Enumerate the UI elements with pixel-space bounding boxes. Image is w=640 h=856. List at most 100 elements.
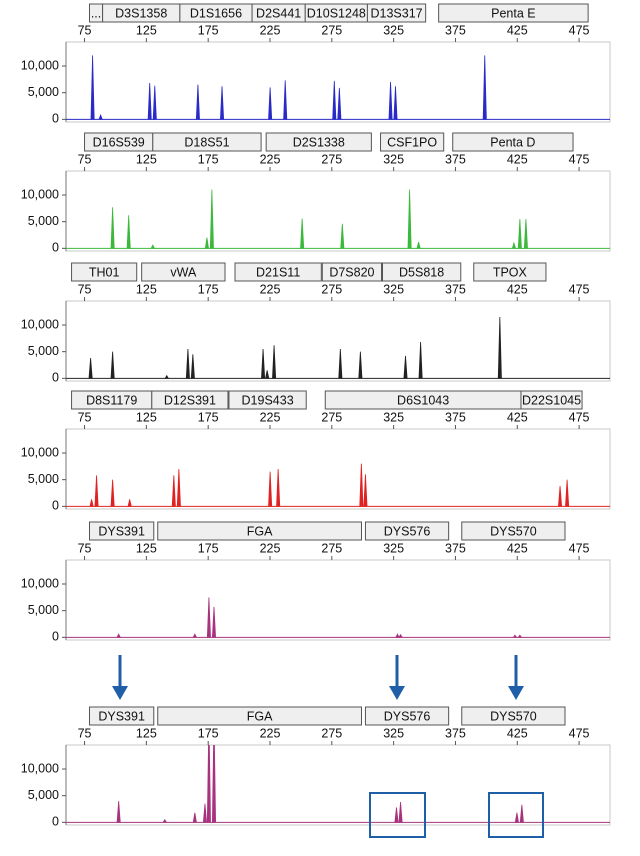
peak [88, 358, 93, 379]
marker-label: TPOX [493, 265, 528, 279]
marker-label: D3S1358 [115, 6, 167, 20]
marker-box [88, 706, 155, 726]
peak [519, 804, 524, 823]
peak [398, 633, 403, 638]
x-tick-label: 325 [383, 23, 404, 37]
panel: D8S1179 D12S391 D19S433 D6S1043 D22S1045 75 12… [21, 390, 611, 513]
arrow-head [508, 686, 524, 700]
x-tick-label: 75 [78, 410, 92, 424]
peak [190, 354, 195, 379]
x-tick-label: 375 [445, 23, 466, 37]
marker-label: DYS576 [384, 709, 431, 723]
marker-box [380, 132, 445, 152]
arrow-head [112, 686, 128, 700]
marker-label: D10S1248 [307, 6, 366, 20]
peak [204, 237, 210, 249]
y-tick-label: 10,000 [21, 317, 59, 331]
peak [206, 597, 211, 638]
arrow-head [389, 686, 405, 700]
peak [340, 223, 345, 249]
peak [517, 218, 522, 249]
peak [283, 80, 288, 120]
plot-area [66, 597, 610, 638]
x-tick-label: 225 [260, 282, 281, 296]
x-tick-label: 175 [198, 726, 219, 740]
x-tick-label: 75 [78, 726, 92, 740]
peak [147, 83, 152, 120]
x-tick-label: 75 [78, 282, 92, 296]
x-tick-label: 375 [445, 726, 466, 740]
marker-box [438, 3, 589, 23]
x-tick-label: 475 [569, 23, 590, 37]
peak [162, 818, 168, 823]
x-tick-label: 425 [507, 726, 528, 740]
x-tick-label: 325 [383, 282, 404, 296]
y-tick-label: 0 [52, 815, 59, 829]
peak [358, 351, 363, 379]
peak [523, 218, 528, 249]
peak [192, 633, 198, 638]
x-tick-label: 125 [136, 726, 157, 740]
marker-box [364, 706, 450, 726]
marker-label: D12S391 [164, 393, 216, 407]
x-tick-label: 275 [321, 152, 342, 166]
peak [152, 85, 157, 120]
marker-box [71, 262, 138, 282]
y-tick-label: 0 [52, 112, 59, 126]
marker-label: TH01 [89, 265, 120, 279]
peak [116, 800, 121, 823]
x-tick-label: 125 [136, 410, 157, 424]
peak [511, 241, 517, 249]
peak [403, 355, 408, 379]
marker-box [461, 521, 566, 541]
peak [220, 86, 225, 120]
plot-frame [65, 170, 611, 252]
x-tick-label: 175 [198, 152, 219, 166]
y-tick-label: 0 [52, 630, 59, 644]
peak [514, 812, 519, 823]
peak [482, 55, 487, 120]
marker-box [228, 390, 307, 410]
marker-box [141, 262, 226, 282]
peak [116, 633, 121, 638]
x-tick-label: 425 [507, 282, 528, 296]
x-tick-label: 275 [321, 726, 342, 740]
peak [395, 633, 400, 638]
peak [126, 215, 131, 249]
plot-frame [65, 428, 611, 510]
marker-box [152, 132, 262, 152]
x-tick-label: 375 [445, 282, 466, 296]
x-tick-label: 375 [445, 541, 466, 555]
peak [211, 606, 217, 638]
highlight-box [369, 792, 426, 838]
plot-area [66, 189, 610, 249]
x-tick-label: 175 [198, 410, 219, 424]
marker-label: vWA [170, 265, 197, 279]
peak [272, 345, 277, 379]
x-tick-label: 225 [260, 152, 281, 166]
plot-area [66, 745, 610, 823]
arrows [112, 655, 524, 700]
marker-label: D16S539 [93, 135, 145, 149]
peak [394, 807, 399, 823]
marker-label: D18S51 [184, 135, 229, 149]
highlight-box [488, 792, 544, 838]
peak [265, 370, 270, 379]
marker-box [151, 390, 229, 410]
peak [332, 80, 337, 120]
x-tick-label: 325 [383, 541, 404, 555]
marker-label: D19S433 [242, 393, 294, 407]
peak [565, 479, 570, 507]
panel: DYS391 FGA DYS576 DYS570 75 125 175 225 275 325 37… [21, 706, 611, 829]
x-tick-label: 75 [78, 23, 92, 37]
x-tick-label: 475 [569, 152, 590, 166]
peak [110, 351, 115, 379]
x-tick-label: 425 [507, 410, 528, 424]
plot-area [66, 316, 610, 379]
x-tick-label: 325 [383, 152, 404, 166]
marker-box [157, 706, 362, 726]
peak [206, 745, 211, 823]
peak [337, 87, 342, 120]
peak [338, 348, 343, 379]
